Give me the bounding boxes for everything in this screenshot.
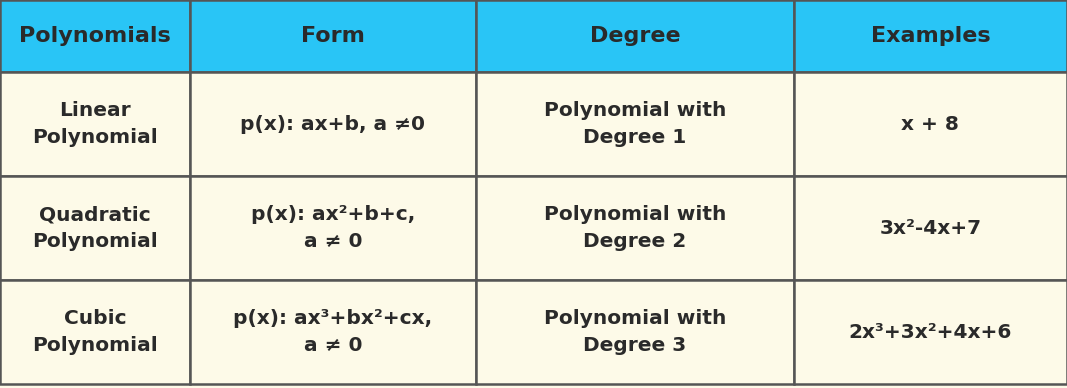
Bar	[190, 176, 476, 280]
Bar	[0, 0, 190, 72]
Text: Form: Form	[301, 26, 365, 46]
Text: x + 8: x + 8	[902, 114, 959, 133]
Text: Degree: Degree	[590, 26, 680, 46]
Bar	[476, 176, 794, 280]
Text: 3x²-4x+7: 3x²-4x+7	[879, 218, 982, 237]
Text: p(x): ax³+bx²+cx,
a ≠ 0: p(x): ax³+bx²+cx, a ≠ 0	[234, 309, 432, 355]
Bar	[476, 280, 794, 384]
Bar	[190, 280, 476, 384]
Text: p(x): ax²+b+c,
a ≠ 0: p(x): ax²+b+c, a ≠ 0	[251, 205, 415, 251]
Text: Polynomial with
Degree 1: Polynomial with Degree 1	[544, 101, 726, 147]
Bar	[476, 72, 794, 176]
Bar	[0, 72, 190, 176]
Text: Polynomial with
Degree 2: Polynomial with Degree 2	[544, 205, 726, 251]
Text: Cubic
Polynomial: Cubic Polynomial	[32, 309, 158, 355]
Bar	[0, 176, 190, 280]
Bar	[190, 0, 476, 72]
Bar	[0, 280, 190, 384]
Bar	[190, 72, 476, 176]
Text: Polynomials: Polynomials	[19, 26, 171, 46]
Bar	[476, 0, 794, 72]
Text: Linear
Polynomial: Linear Polynomial	[32, 101, 158, 147]
Bar	[794, 0, 1067, 72]
Text: 2x³+3x²+4x+6: 2x³+3x²+4x+6	[848, 322, 1013, 341]
Text: Quadratic
Polynomial: Quadratic Polynomial	[32, 205, 158, 251]
Bar	[794, 176, 1067, 280]
Text: Examples: Examples	[871, 26, 990, 46]
Text: Polynomial with
Degree 3: Polynomial with Degree 3	[544, 309, 726, 355]
Bar	[794, 72, 1067, 176]
Bar	[794, 280, 1067, 384]
Text: p(x): ax+b, a ≠0: p(x): ax+b, a ≠0	[240, 114, 426, 133]
